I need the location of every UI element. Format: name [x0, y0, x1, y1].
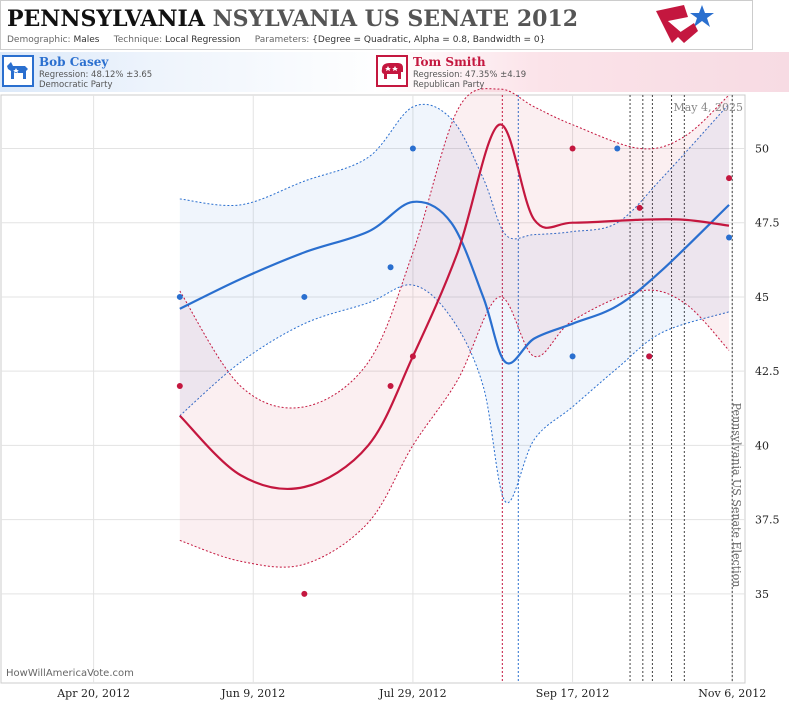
poll-point	[409, 353, 416, 360]
site-credit: HowWillAmericaVote.com	[6, 668, 134, 679]
y-tick-label: 45	[755, 291, 769, 304]
poll-point	[726, 234, 733, 241]
confidence-lower-line	[179, 289, 730, 568]
poll-point	[646, 353, 653, 360]
poll-point	[569, 353, 576, 360]
technique-value: Local Regression	[165, 35, 241, 45]
poll-point	[636, 204, 643, 211]
y-tick-label: 47.5	[755, 217, 780, 230]
elephant-icon	[376, 55, 408, 87]
poll-point	[569, 145, 576, 152]
demographic-label: Demographic:	[7, 35, 71, 45]
demographic-value: Males	[73, 35, 100, 45]
poll-point	[409, 145, 416, 152]
confidence-band	[179, 103, 730, 503]
technique-label: Technique:	[113, 35, 163, 45]
poll-point	[614, 145, 621, 152]
x-tick-label: Sep 17, 2012	[536, 687, 610, 700]
x-tick-label: Jun 9, 2012	[220, 687, 285, 700]
poll-point	[387, 383, 394, 390]
title-race: NSYLVANIA US SENATE 2012	[212, 6, 579, 32]
chart-header: PENNSYLVANIA NSYLVANIA US SENATE 2012 De…	[0, 0, 753, 50]
poll-point	[301, 293, 308, 300]
poll-point	[726, 175, 733, 182]
chart-title: PENNSYLVANIA NSYLVANIA US SENATE 2012	[7, 6, 578, 32]
candidate-regression: Regression: 47.35% ±4.19	[413, 70, 527, 80]
candidate-card-casey[interactable]: Bob Casey Regression: 48.12% ±3.65 Democ…	[0, 52, 389, 92]
poll-point	[176, 383, 183, 390]
site-logo-icon	[656, 5, 714, 43]
poll-point	[387, 264, 394, 271]
candidate-name: Tom Smith	[413, 55, 486, 69]
title-state: PENNSYLVANIA	[7, 6, 205, 32]
x-tick-label: Apr 20, 2012	[56, 687, 130, 700]
candidate-party: Democratic Party	[39, 80, 113, 90]
date-stamp: May 4, 2025	[673, 101, 743, 114]
candidate-legend: Bob Casey Regression: 48.12% ±3.65 Democ…	[0, 52, 789, 92]
candidate-party: Republican Party	[413, 80, 485, 90]
parameters-label: Parameters:	[254, 35, 310, 45]
regression-line	[179, 123, 730, 490]
x-tick-label: Jul 29, 2012	[378, 687, 447, 700]
plot-area	[0, 94, 746, 684]
candidate-regression: Regression: 48.12% ±3.65	[39, 70, 153, 80]
poll-point	[176, 293, 183, 300]
y-tick-label: 35	[755, 588, 769, 601]
y-tick-label: 40	[755, 439, 769, 452]
y-tick-label: 50	[755, 142, 769, 155]
chart-meta: Demographic: Males Technique: Local Regr…	[7, 35, 545, 45]
candidate-card-smith[interactable]: Tom Smith Regression: 47.35% ±4.19 Repub…	[374, 52, 789, 92]
x-tick-label: Nov 6, 2012	[698, 687, 766, 700]
election-label: Pennsylvania US Senate Election	[730, 403, 743, 588]
poll-point	[301, 590, 308, 597]
regression-line	[179, 200, 730, 365]
candidate-name: Bob Casey	[39, 55, 109, 69]
y-tick-label: 42.5	[755, 365, 780, 378]
parameters-value: {Degree = Quadratic, Alpha = 0.8, Bandwi…	[312, 35, 546, 45]
donkey-icon	[2, 55, 34, 87]
y-tick-label: 37.5	[755, 514, 780, 527]
confidence-band	[179, 88, 730, 568]
